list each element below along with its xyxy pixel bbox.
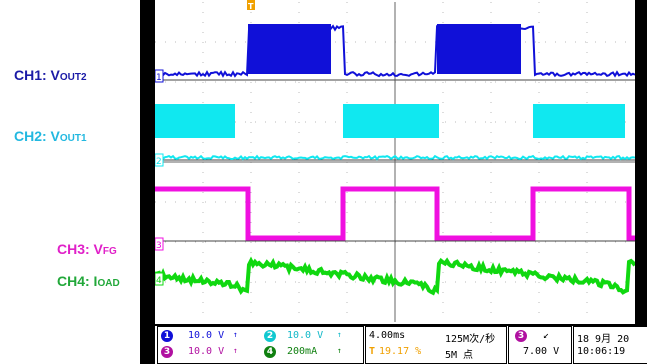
- waveform-plot: 1 2 3 4 T: [155, 0, 635, 324]
- graticule: [155, 2, 635, 322]
- ch2-label-sub: OUT1: [60, 133, 87, 144]
- ch2-high-block: [533, 104, 625, 138]
- waveform-screen: 1 2 3 4 T: [155, 0, 635, 324]
- record-length: 5M 点: [445, 346, 473, 361]
- trigger-level: 7.00 V: [523, 346, 559, 357]
- ch2-label: CH2: VOUT1: [14, 128, 87, 144]
- ch1-high-block: [248, 24, 331, 74]
- ch1-marker-label: 1: [156, 73, 162, 83]
- ch4-marker-label: 4: [156, 276, 162, 286]
- ch1-label-prefix: CH1: V: [14, 67, 60, 83]
- ch2-scale: 10.0 V: [287, 330, 323, 341]
- ch3-badge[interactable]: 3: [161, 346, 173, 358]
- ch2-label-prefix: CH2: V: [14, 128, 60, 144]
- ch4-label-prefix: CH4: I: [57, 273, 97, 289]
- ch1-bw-icon: ↑: [233, 330, 238, 339]
- trigger-marker-label: T: [248, 2, 254, 11]
- ch1-label: CH1: VOUT2: [14, 67, 87, 83]
- ch1-scale: 10.0 V: [188, 330, 224, 341]
- ch2-high-block: [155, 104, 235, 138]
- ch4-label-sub: OAD: [97, 278, 119, 289]
- trigger-source-badge[interactable]: 3: [515, 330, 527, 342]
- ch3-label-prefix: CH3: V: [57, 241, 103, 257]
- ch2-badge[interactable]: 2: [264, 330, 276, 342]
- ch4-scale: 200mA: [287, 346, 317, 357]
- trigger-slope-icon: ↙: [543, 330, 549, 341]
- ch4-badge[interactable]: 4: [264, 346, 276, 358]
- channel-markers: 1 2 3 4 T: [155, 0, 255, 286]
- ch1-high-block: [437, 24, 521, 74]
- ch3-scale: 10.0 V: [188, 346, 224, 357]
- ch4-label: CH4: IOAD: [57, 273, 120, 289]
- status-bar: 1 10.0 V ↑ 2 10.0 V ↑ 3 10.0 V ↑ 4 200mA…: [155, 326, 647, 364]
- ch3-bw-icon: ↑: [233, 346, 238, 355]
- ch3-label: CH3: VFG: [57, 241, 117, 257]
- ch1-label-sub: OUT2: [60, 72, 87, 83]
- trigger-position-icon: T: [369, 346, 375, 357]
- ch2-bw-icon: ↑: [337, 330, 342, 339]
- ch3-label-sub: FG: [103, 246, 117, 257]
- ch3-marker-label: 3: [156, 241, 162, 251]
- timebase-value: 4.00ms: [369, 330, 405, 341]
- ch2-high-block: [343, 104, 439, 138]
- date-readout: 18 9月 20: [577, 330, 629, 345]
- trigger-position: 19.17 %: [379, 346, 421, 357]
- ch1-badge[interactable]: 1: [161, 330, 173, 342]
- ch2-marker-label: 2: [156, 157, 162, 167]
- time-readout: 10:06:19: [577, 346, 625, 357]
- sample-rate: 125M次/秒: [445, 330, 495, 345]
- ch4-bw-icon: ↑: [337, 346, 342, 355]
